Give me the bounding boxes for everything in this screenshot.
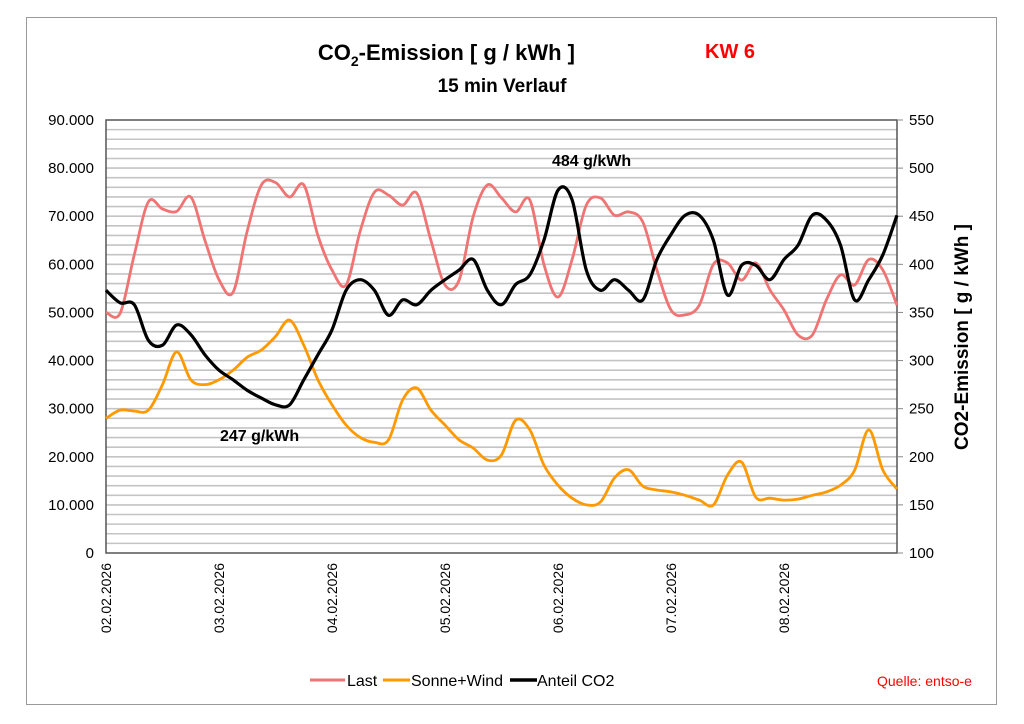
series-lines [104, 178, 899, 508]
y-right-tick-label: 450 [909, 208, 934, 225]
y-right-tick-label: 350 [909, 304, 934, 321]
plot-area [105, 119, 898, 554]
x-axis: 02.02.2026 03.02.2026 04.02.2026 05.02.2026… [98, 563, 792, 633]
y-left-tick-label: 60.000 [48, 256, 94, 273]
y-right-tick-label: 550 [909, 112, 934, 129]
x-tick-label: 06.02.2026 [550, 563, 566, 633]
annotation-max: 484 g/kWh [552, 153, 631, 170]
y-right-tick-label: 500 [909, 160, 934, 177]
y-right-tick-label: 200 [909, 449, 934, 466]
annotation-min: 247 g/kWh [220, 428, 299, 445]
y-right-tick-label: 100 [909, 545, 934, 562]
series-line-sonne-wind [105, 318, 899, 508]
y-left-tick-label: 30.000 [48, 401, 94, 418]
y-left-tick-label: 20.000 [48, 449, 94, 466]
x-tick-label: 07.02.2026 [663, 563, 679, 633]
legend-label-sonne-wind: Sonne+Wind [411, 673, 503, 690]
y-axis-right: 100 150 200 250 300 350 400 450 500 550 [897, 112, 934, 562]
x-tick-label: 02.02.2026 [98, 563, 114, 633]
y-left-tick-label: 50.000 [48, 304, 94, 321]
x-tick-label: 08.02.2026 [776, 563, 792, 633]
chart-frame [26, 17, 997, 705]
grid [106, 128, 897, 545]
source-label: Quelle: entso-e [877, 673, 972, 689]
legend-item-anteil-co2[interactable]: Anteil CO2 [510, 673, 614, 690]
chart-title: CO2-Emission [ g / kWh ] [318, 40, 575, 69]
y-right-tick-label: 300 [909, 353, 934, 370]
y-left-tick-label: 90.000 [48, 112, 94, 129]
y-left-tick-label: 10.000 [48, 497, 94, 514]
legend-label-last: Last [347, 673, 378, 690]
week-label: KW 6 [705, 41, 755, 63]
legend-item-sonne-wind[interactable]: Sonne+Wind [383, 673, 503, 690]
legend-item-last[interactable]: Last [310, 673, 378, 690]
x-tick-label: 03.02.2026 [211, 563, 227, 633]
y-right-tick-label: 150 [909, 497, 934, 514]
x-tick-label: 05.02.2026 [437, 563, 453, 633]
y-right-tick-label: 250 [909, 401, 934, 418]
y-left-tick-label: 70.000 [48, 208, 94, 225]
y-left-tick-label: 40.000 [48, 353, 94, 370]
y-left-tick-label: 0 [86, 545, 94, 562]
legend: Last Sonne+Wind Anteil CO2 [310, 673, 614, 690]
legend-label-anteil-co2: Anteil CO2 [537, 673, 614, 690]
y-axis-left: 0 10.000 20.000 30.000 40.000 50.000 60.000 70.… [48, 112, 94, 562]
y-right-tick-label: 400 [909, 256, 934, 273]
x-tick-label: 04.02.2026 [324, 563, 340, 633]
y-left-tick-label: 80.000 [48, 160, 94, 177]
series-line-anteil-co2 [104, 185, 899, 409]
series-line-last [105, 178, 899, 341]
chart-subtitle: 15 min Verlauf [438, 76, 568, 97]
y-axis-right-label: CO2-Emission [ g / kWh ] [952, 224, 973, 450]
